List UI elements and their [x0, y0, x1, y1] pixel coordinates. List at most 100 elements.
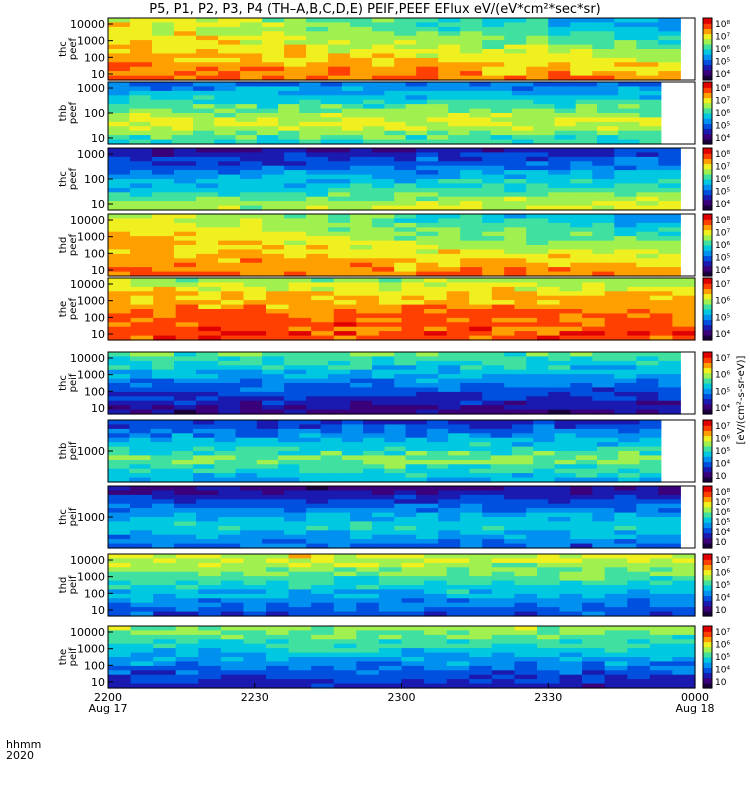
heatmap-cell: [379, 661, 402, 666]
heatmap-cell: [172, 464, 194, 469]
heatmap-cell: [244, 585, 267, 590]
heatmap-cell: [438, 356, 461, 361]
heatmap-cell: [526, 157, 549, 162]
heatmap-cell: [363, 469, 385, 474]
heatmap-cell: [672, 630, 695, 635]
heatmap-cell: [533, 429, 555, 434]
heatmap-cell: [438, 405, 461, 410]
heatmap-cell: [672, 657, 695, 662]
heatmap-cell: [266, 309, 289, 314]
heatmap-cell: [289, 282, 312, 287]
heatmap-cell: [262, 508, 285, 513]
heatmap-cell: [379, 666, 402, 671]
heatmap-cell: [372, 157, 395, 162]
heatmap-cell: [548, 218, 571, 223]
heatmap-cell: [526, 370, 549, 375]
heatmap-cell: [526, 218, 549, 223]
heatmap-cell: [658, 218, 681, 223]
heatmap-cell: [658, 526, 681, 531]
heatmap-cell: [334, 576, 357, 581]
y-tick-label: 10000: [70, 278, 105, 291]
heatmap-cell: [262, 148, 285, 153]
heatmap-cell: [492, 644, 515, 649]
heatmap-cell: [172, 420, 194, 425]
heatmap-cell: [176, 309, 199, 314]
heatmap-cell: [152, 374, 175, 379]
heatmap-cell: [384, 91, 406, 96]
heatmap-cell: [262, 36, 285, 41]
heatmap-cell: [597, 420, 619, 425]
heatmap-cell: [196, 374, 219, 379]
heatmap-cell: [176, 322, 199, 327]
heatmap-cell: [289, 648, 312, 653]
heatmap-cell: [372, 58, 395, 63]
heatmap-cell: [311, 567, 334, 572]
heatmap-cell: [504, 18, 527, 23]
heatmap-cell: [289, 327, 312, 332]
heatmap-cell: [131, 661, 154, 666]
heatmap-cell: [278, 447, 300, 452]
y-tick-label: 10: [91, 198, 105, 211]
heatmap-cell: [482, 530, 505, 535]
heatmap-cell: [244, 554, 267, 559]
heatmap-cell: [266, 630, 289, 635]
heatmap-cell: [244, 589, 267, 594]
heatmap-cell: [328, 370, 351, 375]
heatmap-cell: [174, 58, 197, 63]
heatmap-cell: [176, 300, 199, 305]
heatmap-cell: [469, 653, 492, 658]
heatmap-cell: [198, 666, 221, 671]
heatmap-cell: [350, 36, 373, 41]
heatmap-cell: [152, 62, 175, 67]
heatmap-cell: [372, 513, 395, 518]
heatmap-cell: [306, 188, 329, 193]
heatmap-cell: [514, 589, 537, 594]
heatmap-cell: [548, 22, 571, 27]
heatmap-cell: [438, 263, 461, 268]
colorbar-tick-label: 10⁴: [715, 266, 730, 276]
heatmap-cell: [198, 305, 221, 310]
heatmap-cell: [321, 95, 343, 100]
heatmap-cell: [350, 401, 373, 406]
heatmap-cell: [394, 161, 417, 166]
heatmap-cell: [402, 563, 425, 568]
heatmap-cell: [131, 607, 154, 612]
heatmap-cell: [658, 45, 681, 50]
heatmap-cell: [491, 455, 513, 460]
heatmap-cell: [152, 521, 175, 526]
heatmap-cell: [196, 49, 219, 54]
heatmap-cell: [236, 442, 258, 447]
heatmap-cell: [221, 639, 244, 644]
heatmap-cell: [266, 313, 289, 318]
heatmap-cell: [328, 188, 351, 193]
heatmap-cell: [482, 365, 505, 370]
heatmap-cell: [193, 451, 215, 456]
heatmap-cell: [129, 438, 151, 443]
heatmap-cell: [533, 117, 555, 122]
heatmap-cell: [533, 451, 555, 456]
heatmap-cell: [650, 589, 673, 594]
heatmap-cell: [533, 464, 555, 469]
heatmap-cell: [447, 585, 470, 590]
heatmap-cell: [402, 598, 425, 603]
heatmap-cell: [221, 594, 244, 599]
heatmap-cell: [244, 572, 267, 577]
heatmap-cell: [152, 49, 175, 54]
heatmap-cell: [379, 639, 402, 644]
heatmap-cell: [447, 313, 470, 318]
heatmap-cell: [356, 567, 379, 572]
heatmap-cell: [469, 460, 491, 465]
heatmap-cell: [152, 530, 175, 535]
panel-4-thd-peef: 10100100010000thd peef10⁴10⁵10⁶10⁷10⁸: [58, 214, 730, 277]
heatmap-cell: [350, 504, 373, 509]
heatmap-cell: [460, 197, 483, 202]
heatmap-cell: [151, 433, 173, 438]
heatmap-cell: [372, 356, 395, 361]
heatmap-cell: [482, 539, 505, 544]
heatmap-cell: [174, 166, 197, 171]
heatmap-cell: [592, 249, 615, 254]
heatmap-cell: [555, 460, 577, 465]
heatmap-cell: [482, 352, 505, 357]
heatmap-cell: [306, 267, 329, 272]
heatmap-cell: [582, 322, 605, 327]
